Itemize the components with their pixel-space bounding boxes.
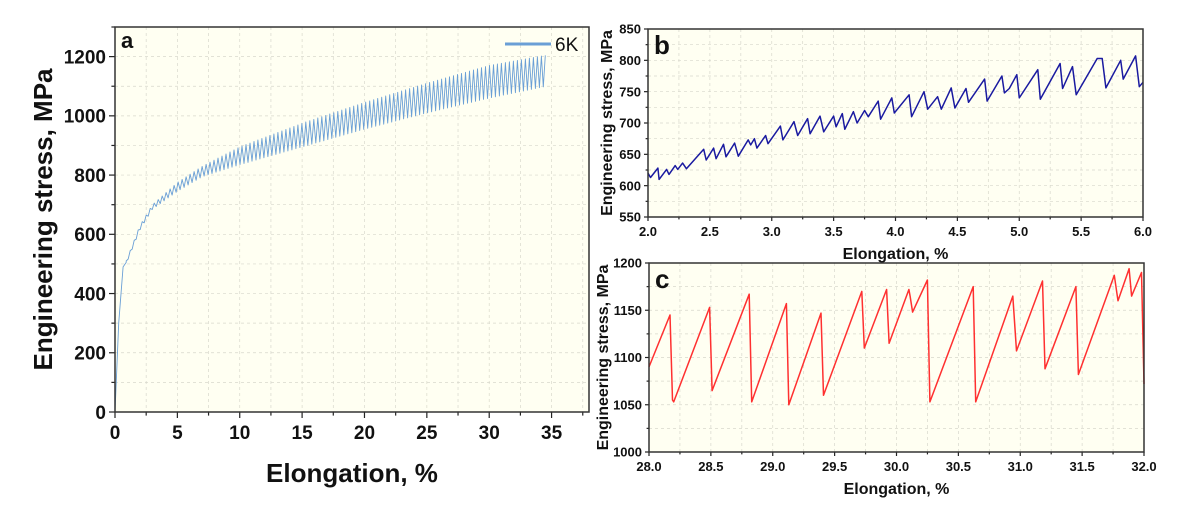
series-line-6K bbox=[114, 55, 546, 413]
y-tick-label: 1200 bbox=[613, 256, 642, 271]
x-tick-label: 30.5 bbox=[946, 459, 971, 474]
panel-label: a bbox=[121, 28, 134, 53]
x-tick-label: 2.0 bbox=[639, 224, 657, 239]
legend-label: 6K bbox=[555, 35, 579, 56]
x-tick-label: 25 bbox=[416, 423, 438, 444]
y-tick-label: 850 bbox=[619, 22, 641, 37]
x-tick-label: 31.5 bbox=[1069, 459, 1094, 474]
x-tick-label: 5.0 bbox=[1010, 224, 1028, 239]
y-tick-label: 700 bbox=[619, 116, 641, 131]
y-tick-label: 650 bbox=[619, 147, 641, 162]
y-tick-label: 800 bbox=[619, 53, 641, 68]
x-tick-label: 28.0 bbox=[636, 459, 661, 474]
y-tick-label: 1200 bbox=[64, 47, 106, 68]
y-tick-label: 600 bbox=[74, 225, 106, 246]
plot-frame bbox=[648, 262, 1145, 453]
y-tick-label: 600 bbox=[619, 178, 641, 193]
y-axis-title: Engineering stress, MPa bbox=[599, 30, 616, 216]
y-tick-label: 550 bbox=[619, 210, 641, 225]
series-line-b bbox=[647, 55, 1144, 181]
x-tick-label: 5 bbox=[172, 423, 183, 444]
plot-frame bbox=[647, 28, 1144, 218]
x-tick-label: 28.5 bbox=[698, 459, 723, 474]
y-tick-label: 200 bbox=[74, 344, 106, 365]
y-tick-label: 800 bbox=[74, 166, 106, 187]
x-tick-label: 6.0 bbox=[1134, 224, 1152, 239]
y-tick-label: 1000 bbox=[64, 107, 106, 128]
x-tick-label: 5.5 bbox=[1072, 224, 1090, 239]
x-tick-label: 15 bbox=[292, 423, 314, 444]
panel-label: b bbox=[654, 30, 670, 60]
panel-label: c bbox=[655, 264, 669, 294]
x-axis-title: Elongation, % bbox=[844, 481, 950, 498]
x-tick-label: 10 bbox=[229, 423, 250, 444]
x-tick-label: 35 bbox=[541, 423, 563, 444]
x-tick-label: 4.5 bbox=[948, 224, 966, 239]
x-tick-label: 3.5 bbox=[825, 224, 843, 239]
series-line-c bbox=[648, 267, 1145, 406]
legend: 6K bbox=[505, 35, 579, 56]
x-tick-label: 2.5 bbox=[701, 224, 719, 239]
y-tick-label: 0 bbox=[95, 403, 106, 424]
x-tick-label: 3.0 bbox=[763, 224, 781, 239]
y-axis-title: Engineering stress, MPa bbox=[595, 264, 612, 450]
y-tick-label: 750 bbox=[619, 84, 641, 99]
x-tick-label: 30.0 bbox=[884, 459, 909, 474]
y-tick-label: 1050 bbox=[613, 397, 642, 412]
x-tick-label: 30 bbox=[479, 423, 500, 444]
x-tick-label: 0 bbox=[110, 423, 121, 444]
x-tick-label: 29.0 bbox=[760, 459, 785, 474]
y-axis-title: Engineering stress, MPa bbox=[28, 68, 58, 371]
x-tick-label: 29.5 bbox=[822, 459, 847, 474]
panel-b: 2.0 2.5 3.0 3.5 4.0 4.5 5.0 5.5 6.0 550 600 650 700 7… bbox=[599, 22, 1152, 263]
y-tick-label: 1100 bbox=[614, 350, 642, 365]
y-tick-label: 400 bbox=[74, 284, 106, 305]
plot-frame bbox=[114, 26, 590, 413]
x-axis-title: Elongation, % bbox=[843, 246, 949, 263]
panel-c: 28.0 28.5 29.0 29.5 30.0 30.5 31.0 31.5 32.0 1000… bbox=[595, 256, 1157, 498]
x-tick-label: 32.0 bbox=[1131, 459, 1156, 474]
panel-a: 0 5 10 15 20 25 30 35 0 200 400 600 800 1000 1200 Elong… bbox=[28, 26, 590, 488]
y-tick-label: 1150 bbox=[614, 303, 642, 318]
y-tick-label: 1000 bbox=[613, 445, 642, 460]
x-tick-label: 31.0 bbox=[1008, 459, 1033, 474]
x-tick-label: 4.0 bbox=[886, 224, 904, 239]
plot-area bbox=[115, 27, 589, 412]
x-tick-label: 20 bbox=[354, 423, 375, 444]
x-axis-title: Elongation, % bbox=[266, 458, 438, 488]
